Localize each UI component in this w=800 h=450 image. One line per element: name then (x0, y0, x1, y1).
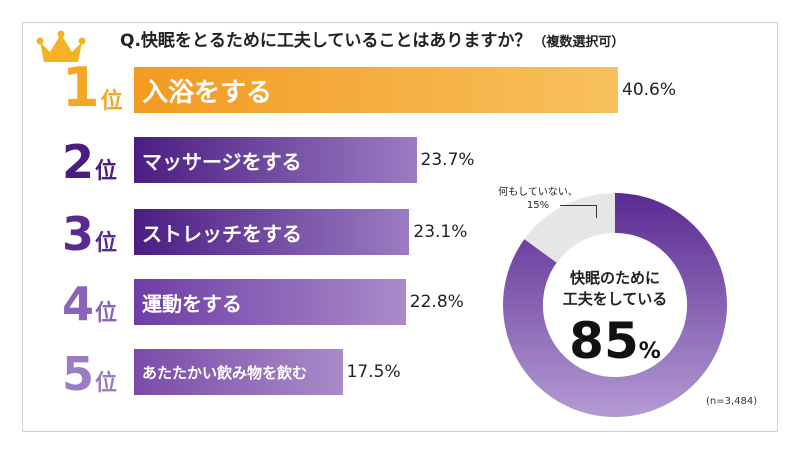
bar: あたたかい飲み物を飲む (134, 349, 343, 395)
bar-row: 3 位ストレッチをする 23.1% (0, 207, 800, 257)
bar-row: 2 位マッサージをする 23.7% (0, 135, 800, 185)
sample-size-note: (n=3,484) (706, 396, 758, 407)
bar-category-label: 入浴をする (142, 77, 273, 108)
bar-category-label: マッサージをする (142, 149, 302, 174)
annotation-value: 15% (526, 200, 550, 211)
donut-slice (524, 193, 615, 263)
bar-value-label: 22.8% (409, 292, 464, 312)
bar-category-label: ストレッチをする (142, 221, 302, 246)
rank-number: 4 (62, 277, 95, 331)
bar-value-label: 17.5% (346, 362, 401, 382)
center-value-text: 85% (569, 312, 661, 370)
annotation-leader-line (560, 205, 597, 218)
center-unit: % (639, 339, 661, 364)
gray-slice-annotation: 何もしていない、 15% (478, 186, 598, 212)
rank-suffix: 位 (95, 301, 118, 326)
rank-number: 1 (62, 56, 100, 119)
bar-category-label: 運動をする (142, 291, 242, 316)
donut-hole (543, 233, 687, 377)
rank-suffix: 位 (95, 231, 118, 256)
bar-row: 4 位運動をする 22.8% (0, 277, 800, 327)
rank-number: 2 (62, 135, 95, 189)
annotation-label: 何もしていない、 (498, 187, 578, 198)
rank-number: 3 (62, 207, 95, 261)
donut-chart: 快眠のために 工夫をしている 85% (500, 190, 730, 420)
bar-value-label: 23.7% (420, 150, 475, 170)
rank-suffix: 位 (95, 159, 118, 184)
rank-suffix: 位 (100, 89, 123, 114)
bar: 入浴をする (134, 67, 618, 113)
bar: マッサージをする (134, 137, 417, 183)
bar-category-label: あたたかい飲み物を飲む (142, 363, 308, 382)
bar: ストレッチをする (134, 209, 410, 255)
rank-suffix: 位 (95, 371, 118, 396)
bar: 運動をする (134, 279, 406, 325)
center-label-line2: 工夫をしている (563, 290, 668, 308)
bar-value-label: 40.6% (622, 80, 677, 100)
bar-row: 1 位入浴をする 40.6% (0, 61, 800, 115)
rank-number: 5 (62, 347, 95, 401)
chart-title: Q.快眠をとるために工夫していることはありますか？ （複数選択可） (120, 28, 624, 54)
title-note: （複数選択可） (533, 35, 625, 50)
bar-value-label: 23.1% (413, 222, 468, 242)
center-label-line1: 快眠のために (570, 269, 660, 287)
donut-slice (503, 193, 727, 417)
bar-row: 5 位あたたかい飲み物を飲む 17.5% (0, 347, 800, 397)
center-value: 85 (569, 312, 639, 370)
crown-icon (36, 30, 86, 62)
title-text: Q.快眠をとるために工夫していることはありますか？ (120, 31, 532, 51)
